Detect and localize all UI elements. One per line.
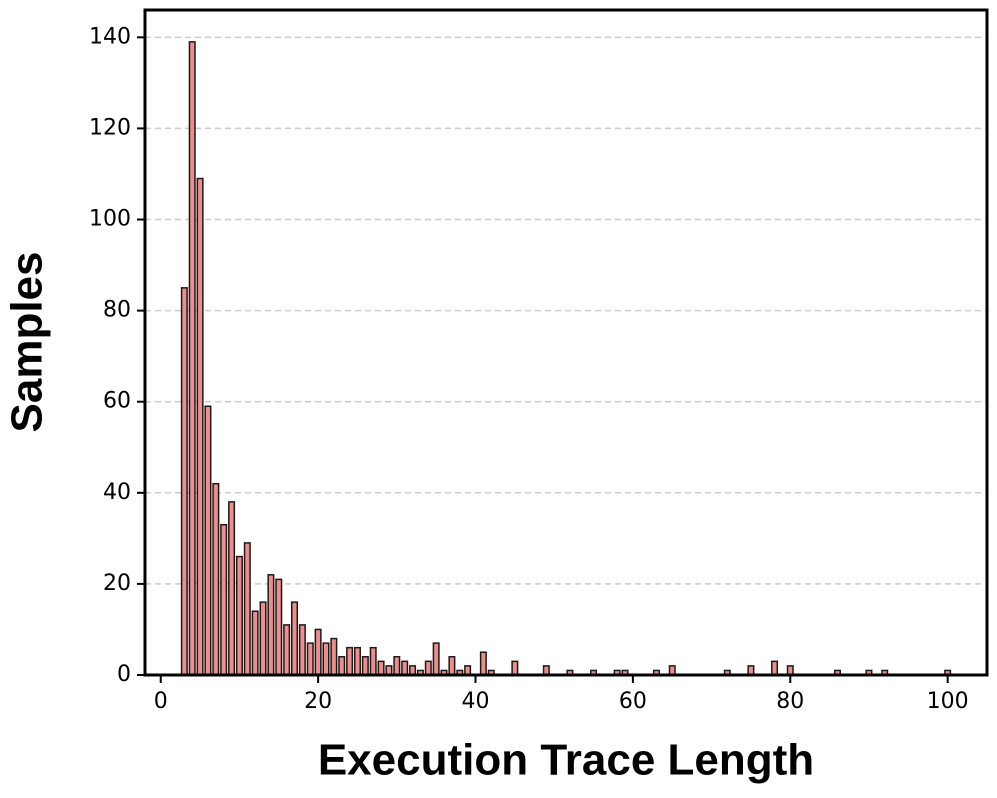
bar <box>448 656 456 676</box>
bar <box>298 624 306 676</box>
y-tick-label: 100 <box>89 207 131 232</box>
bar <box>401 660 409 676</box>
bar <box>212 482 220 676</box>
y-tick-label: 80 <box>103 298 131 323</box>
bar <box>283 624 291 676</box>
y-axis-label: Samples <box>3 252 52 433</box>
bar <box>322 642 330 676</box>
bar <box>353 646 361 676</box>
x-tick-label: 20 <box>304 689 332 714</box>
bar <box>771 660 779 676</box>
bar <box>369 646 377 676</box>
bar <box>424 660 432 676</box>
x-tick-label: 0 <box>154 689 168 714</box>
bar <box>393 656 401 676</box>
bar <box>228 501 236 676</box>
bar <box>291 601 299 676</box>
y-tick-label: 120 <box>89 115 131 140</box>
bar <box>251 610 259 676</box>
bar <box>511 660 519 676</box>
bar <box>479 651 487 676</box>
bar <box>330 637 338 676</box>
plot-frame <box>143 8 989 677</box>
bar <box>306 642 314 676</box>
bar <box>267 574 275 676</box>
bar <box>188 41 196 676</box>
bar <box>204 405 212 676</box>
x-tick-label: 40 <box>462 689 490 714</box>
y-tick-label: 20 <box>103 571 131 596</box>
bar <box>275 578 283 676</box>
y-tick-label: 140 <box>89 24 131 49</box>
bar <box>220 523 228 676</box>
x-tick-label: 100 <box>927 689 969 714</box>
bar <box>180 287 188 676</box>
bar <box>346 646 354 676</box>
x-tick-label: 60 <box>619 689 647 714</box>
bar <box>259 601 267 676</box>
bar <box>361 656 369 676</box>
x-tick-label: 80 <box>776 689 804 714</box>
bar <box>338 656 346 676</box>
bar <box>377 660 385 676</box>
y-tick-label: 40 <box>103 480 131 505</box>
x-axis-label: Execution Trace Length <box>318 736 814 785</box>
bar <box>196 177 204 676</box>
bar <box>243 542 251 676</box>
bar <box>314 628 322 676</box>
y-tick-label: 60 <box>103 389 131 414</box>
bar <box>235 555 243 676</box>
y-tick-label: 0 <box>117 662 131 687</box>
bar <box>432 642 440 676</box>
